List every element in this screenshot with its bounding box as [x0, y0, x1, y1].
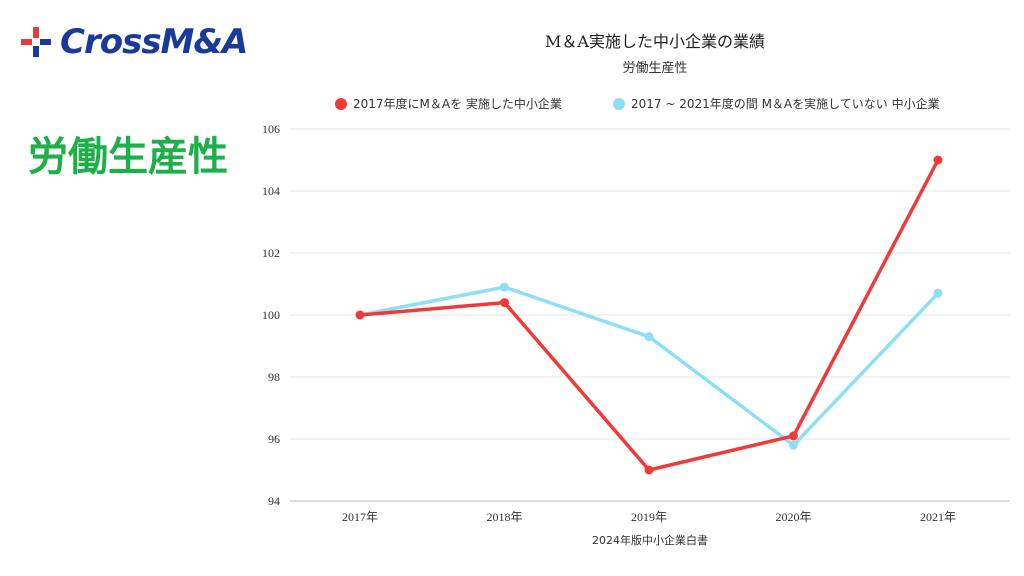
- cross-plus-icon: [21, 27, 51, 57]
- chart-legend: 2017年度にM＆Aを 実施した中小企業 2017 ~ 2021年度の間 M＆A…: [335, 96, 940, 111]
- chart-title: M＆A実施した中小企業の業績: [545, 32, 765, 51]
- series-points: [355, 155, 943, 475]
- y-tick-label: 106: [262, 122, 280, 136]
- x-tick-label: 2021年: [920, 510, 956, 524]
- data-point-series-2: [644, 332, 654, 342]
- y-tick-label: 104: [262, 184, 280, 198]
- y-axis-ticks: 94 96 98 100 102 104 106: [262, 122, 280, 508]
- data-point-series-1: [500, 298, 509, 308]
- data-point-series-2: [789, 440, 798, 450]
- data-point-series-1: [789, 431, 798, 441]
- crossma-logo: CrossM&A: [18, 20, 248, 64]
- x-tick-label: 2019年: [631, 510, 667, 524]
- legend-label-series-2: 2017 ~ 2021年度の間 M＆Aを実施していない 中小企業: [631, 96, 940, 111]
- data-point-series-2: [933, 288, 943, 298]
- y-tick-label: 96: [268, 432, 280, 446]
- x-tick-label: 2018年: [486, 510, 522, 524]
- y-tick-label: 98: [268, 370, 280, 384]
- page-heading: 労働生産性: [28, 134, 228, 180]
- chart-source: 2024年版中小企業白書: [592, 533, 708, 547]
- data-point-series-2: [500, 282, 509, 292]
- data-point-series-1: [933, 155, 943, 165]
- data-point-series-1: [355, 310, 365, 320]
- chart-subtitle: 労働生産性: [622, 60, 687, 76]
- y-tick-label: 100: [262, 308, 280, 322]
- data-point-series-1: [644, 465, 654, 475]
- x-axis-ticks: 2017年 2018年 2019年 2020年 2021年: [342, 510, 956, 524]
- y-tick-label: 102: [262, 246, 280, 260]
- chart-grid: [290, 128, 1010, 502]
- x-tick-label: 2020年: [775, 510, 811, 524]
- x-tick-label: 2017年: [342, 510, 378, 524]
- logo-text: CrossM&A: [60, 22, 248, 62]
- legend-marker-series-2: [613, 98, 625, 110]
- y-tick-label: 94: [268, 494, 280, 508]
- legend-marker-series-1: [335, 98, 347, 110]
- legend-label-series-1: 2017年度にM＆Aを 実施した中小企業: [353, 96, 562, 111]
- series-line-2: [358, 285, 940, 447]
